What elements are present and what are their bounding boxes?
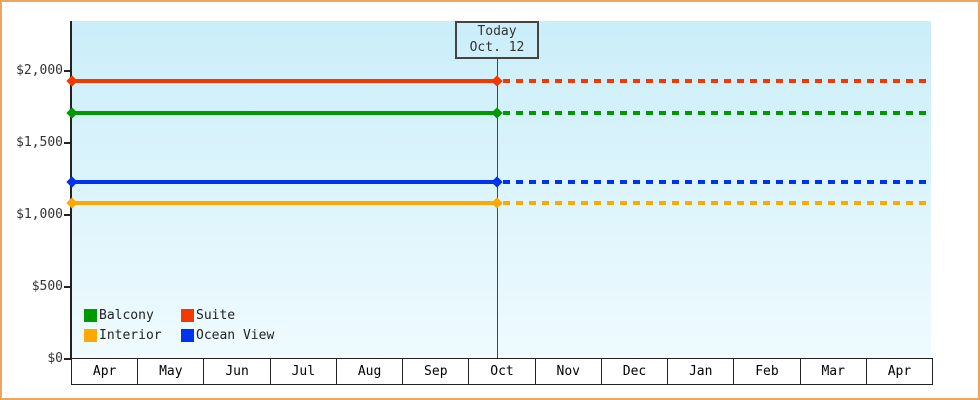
series-line-dashed	[503, 110, 931, 115]
month-cell: Sep	[402, 359, 468, 384]
legend-label: Ocean View	[196, 328, 275, 343]
legend-label: Balcony	[99, 308, 154, 323]
month-cell: Jun	[203, 359, 269, 384]
y-tick-mark	[64, 142, 71, 144]
y-tick-label: $500	[31, 279, 63, 294]
y-tick-mark	[64, 214, 71, 216]
legend-item: Interior	[84, 326, 181, 345]
series-line-solid	[72, 79, 497, 84]
month-cell: Feb	[733, 359, 799, 384]
series-line-dashed	[503, 179, 931, 184]
legend: Balcony Suite Interior Ocean View	[84, 306, 274, 345]
y-tick-label: $2,000	[16, 63, 63, 78]
series-line-dashed	[503, 79, 931, 84]
x-axis-month-strip: Apr May Jun Jul Aug Sep Oct Nov Dec Jan Feb Mar Apr	[71, 358, 933, 385]
legend-swatch	[84, 309, 97, 322]
today-line	[497, 59, 498, 359]
month-cell: Nov	[534, 359, 601, 384]
legend-label: Interior	[99, 328, 162, 343]
legend-item: Ocean View	[181, 326, 274, 345]
y-tick-mark	[64, 70, 71, 72]
month-cell: Apr	[865, 359, 932, 384]
y-axis-line	[70, 21, 72, 359]
month-cell: Dec	[600, 359, 667, 384]
month-cell: Oct	[468, 359, 534, 384]
legend-label: Suite	[196, 308, 236, 323]
legend-swatch	[181, 329, 194, 342]
today-label: Today	[477, 24, 517, 39]
y-tick-label: $0	[47, 351, 63, 366]
y-tick-label: $1,000	[16, 207, 63, 222]
today-label-box: Today Oct. 12	[455, 21, 539, 59]
month-cell: Mar	[799, 359, 866, 384]
y-tick-label: $1,500	[16, 135, 63, 150]
series-line-solid	[72, 110, 497, 115]
month-cell: Aug	[335, 359, 402, 384]
legend-swatch	[181, 309, 194, 322]
plot-area	[72, 21, 931, 358]
month-cell: Jul	[269, 359, 336, 384]
y-tick-mark	[64, 286, 71, 288]
y-tick-mark	[64, 358, 71, 360]
legend-swatch	[84, 329, 97, 342]
legend-item: Balcony	[84, 306, 181, 325]
month-cell: May	[137, 359, 203, 384]
month-cell: Jan	[667, 359, 733, 384]
today-date: Oct. 12	[469, 40, 525, 55]
month-cell: Apr	[92, 364, 117, 379]
legend-item: Suite	[181, 306, 274, 325]
series-line-dashed	[503, 201, 931, 206]
series-line-solid	[72, 201, 497, 206]
series-line-solid	[72, 179, 497, 184]
